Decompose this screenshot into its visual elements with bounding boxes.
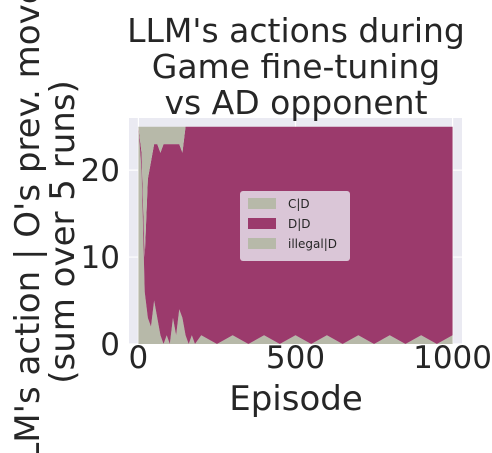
y-tick-label-1: 10 [81,240,120,276]
chart-title-line-1: Game fine-tuning [152,47,440,86]
chart-title-line-2: vs AD opponent [164,83,427,122]
legend-label-0: C|D [288,197,310,211]
y-ticks: 0 10 20 [81,153,120,363]
legend: C|D D|D illegal|D [240,191,350,261]
x-ticks: 0 500 1000 [129,340,492,376]
legend-label-1: D|D [288,217,311,231]
y-axis-label-line-0: LLM's action | O's prev. move [8,0,48,453]
y-tick-label-2: 20 [81,153,120,189]
legend-label-2: illegal|D [288,237,337,251]
chart-title-line-0: LLM's actions during [127,11,465,50]
y-axis-label: LLM's action | O's prev. move(sum over 5… [8,0,83,453]
y-tick-label-0: 0 [100,327,120,363]
x-tick-label-0: 0 [129,340,149,376]
x-tick-label-2: 1000 [413,340,492,376]
chart-title: LLM's actions during Game fine-tuning vs A… [127,11,465,122]
y-axis-label-line-1: (sum over 5 runs) [43,80,83,384]
legend-swatch-2 [248,238,276,249]
x-axis-label: Episode [229,379,363,419]
legend-swatch-0 [248,198,276,209]
legend-swatch-1 [248,218,276,229]
x-tick-label-1: 500 [266,340,325,376]
